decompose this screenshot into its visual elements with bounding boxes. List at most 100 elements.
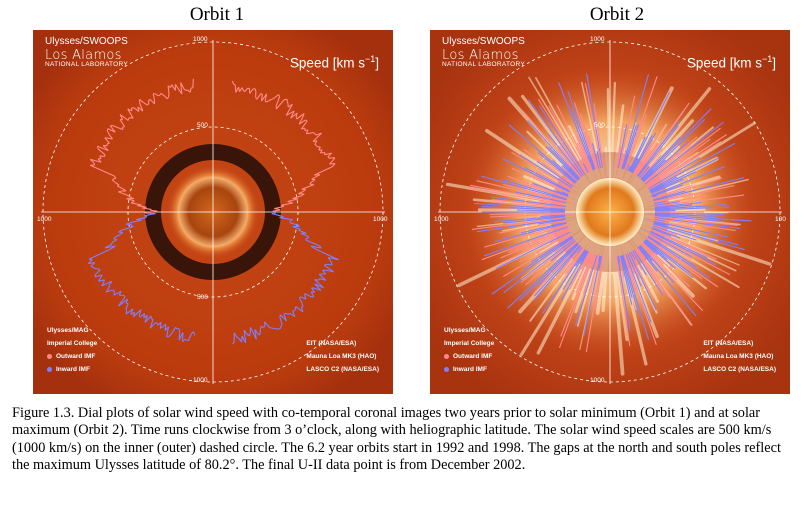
corona-ray bbox=[610, 81, 616, 178]
wind-spike bbox=[632, 250, 640, 260]
wind-spike bbox=[634, 149, 652, 175]
wind-spike bbox=[538, 105, 586, 175]
wind-spike bbox=[569, 251, 590, 290]
wind-trace-segment bbox=[327, 156, 330, 159]
wind-spike bbox=[491, 199, 566, 208]
wind-spike bbox=[489, 201, 566, 209]
wind-spike bbox=[649, 233, 692, 258]
wind-spike bbox=[652, 184, 683, 197]
wind-spike bbox=[636, 248, 693, 326]
corona-ray bbox=[613, 104, 625, 178]
wind-spike bbox=[566, 178, 575, 186]
wind-spike bbox=[629, 91, 671, 172]
wind-spike bbox=[620, 255, 633, 298]
wind-trace-segment bbox=[146, 103, 149, 106]
wind-trace-segment bbox=[167, 93, 170, 98]
wind-trace-segment bbox=[294, 308, 296, 311]
wind-spike bbox=[500, 228, 569, 259]
wind-spike bbox=[503, 216, 566, 224]
wind-spike bbox=[630, 158, 639, 173]
wind-spike bbox=[473, 202, 566, 210]
wind-spike bbox=[534, 224, 568, 236]
wind-trace-segment bbox=[93, 162, 96, 166]
wind-spike bbox=[558, 254, 595, 348]
wind-spike bbox=[647, 134, 728, 188]
wind-spike bbox=[481, 175, 567, 201]
wind-trace-segment bbox=[113, 290, 116, 293]
wind-spike bbox=[507, 175, 568, 198]
wind-trace-segment bbox=[118, 229, 123, 233]
wind-trace-segment bbox=[174, 83, 180, 90]
wind-spike bbox=[566, 248, 585, 275]
wind-spike bbox=[489, 212, 566, 216]
wind-spike bbox=[558, 234, 572, 242]
wind-trace-segment bbox=[118, 191, 127, 196]
wind-spike bbox=[559, 145, 584, 177]
wind-trace-segment bbox=[130, 202, 142, 206]
wind-spike bbox=[519, 154, 573, 189]
wind-trace-segment bbox=[144, 214, 150, 217]
wind-trace-segment bbox=[301, 306, 304, 308]
wind-trace-segment bbox=[301, 184, 314, 190]
wind-spike bbox=[567, 90, 596, 170]
wind-trace-segment bbox=[129, 196, 134, 200]
wind-trace-segment bbox=[280, 205, 285, 208]
wind-spike bbox=[652, 177, 722, 200]
wind-spike bbox=[560, 220, 567, 223]
wind-trace-segment bbox=[118, 298, 128, 307]
dial-plot-orbit-2-graphic bbox=[430, 30, 790, 394]
wind-spike bbox=[654, 194, 745, 207]
wind-spike bbox=[585, 256, 604, 353]
wind-spike bbox=[635, 143, 658, 176]
wind-trace-segment bbox=[298, 119, 306, 125]
wind-spike bbox=[625, 254, 652, 323]
wind-spike bbox=[635, 248, 671, 299]
wind-spike bbox=[626, 164, 630, 171]
wind-trace-segment bbox=[102, 145, 109, 151]
wind-spike bbox=[654, 201, 680, 206]
wind-trace-segment bbox=[243, 330, 247, 343]
outward-imf-dot bbox=[47, 353, 52, 359]
wind-trace-segment bbox=[184, 88, 187, 91]
wind-spike bbox=[549, 232, 571, 244]
wind-spike bbox=[575, 254, 598, 327]
wind-trace-segment bbox=[187, 333, 193, 341]
wind-trace-segment bbox=[318, 273, 327, 281]
wind-spike bbox=[582, 163, 589, 173]
wind-trace-segment bbox=[264, 321, 270, 329]
wind-spike bbox=[639, 245, 675, 284]
wind-trace-segment bbox=[98, 279, 105, 282]
wind-spike bbox=[649, 176, 678, 192]
wind-trace-segment bbox=[157, 321, 162, 326]
wind-trace-segment bbox=[289, 312, 296, 318]
wind-spike bbox=[560, 251, 589, 301]
wind-trace-segment bbox=[279, 314, 287, 322]
corona-ray bbox=[610, 246, 625, 376]
tick-lower-500: 500 bbox=[197, 294, 208, 301]
wind-trace-segment bbox=[186, 339, 189, 342]
wind-spike bbox=[653, 221, 667, 226]
wind-spike bbox=[627, 165, 631, 172]
wind-trace-segment bbox=[114, 233, 121, 238]
wind-trace-segment bbox=[280, 323, 283, 327]
wind-spike bbox=[554, 132, 585, 176]
wind-trace-segment bbox=[271, 96, 276, 100]
wind-trace-segment bbox=[315, 145, 318, 148]
wind-spike bbox=[654, 210, 676, 212]
wind-trace-segment bbox=[130, 201, 134, 204]
wind-trace-segment bbox=[159, 322, 162, 329]
wind-spike bbox=[632, 250, 647, 276]
wind-spike bbox=[633, 249, 664, 296]
corona-ray bbox=[638, 230, 679, 258]
wind-trace-segment bbox=[305, 239, 320, 247]
wind-trace-segment bbox=[238, 338, 243, 343]
national-laboratory-text: NATIONAL LABORATORY bbox=[45, 61, 128, 68]
wind-spike bbox=[630, 251, 636, 261]
wind-trace-segment bbox=[329, 157, 335, 159]
image-credits: EIT (NASA/ESA) Mauna Loa MK3 (HAO) LASCO… bbox=[703, 340, 776, 373]
figure-caption: Figure 1.3. Dial plots of solar wind spe… bbox=[12, 405, 781, 474]
wind-spike bbox=[582, 254, 597, 294]
wind-spike bbox=[654, 219, 695, 229]
wind-trace-segment bbox=[278, 94, 281, 97]
wind-spike bbox=[653, 220, 728, 238]
